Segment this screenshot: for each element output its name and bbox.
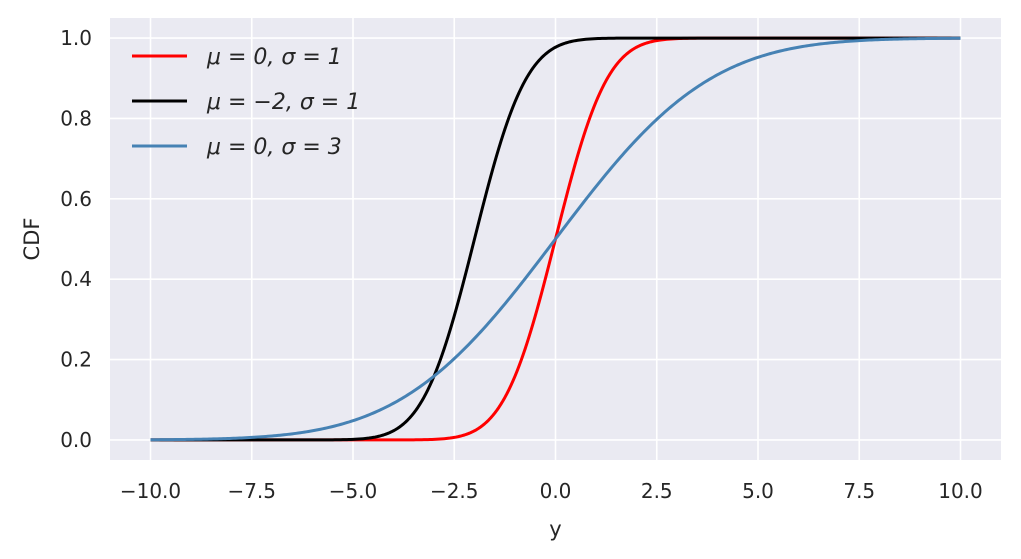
series	[150, 36, 961, 442]
grid	[110, 18, 1001, 460]
x-tick-label: 10.0	[938, 479, 983, 503]
y-tick-label: 0.2	[60, 348, 92, 372]
y-tick-label: 0.4	[60, 267, 92, 291]
y-tick-label: 0.0	[60, 428, 92, 452]
series-line	[150, 36, 961, 442]
x-axis-label: y	[549, 517, 561, 541]
x-tick-label: −7.5	[227, 479, 276, 503]
x-tick-label: −2.5	[430, 479, 479, 503]
legend-label: μ = −2, σ = 1	[206, 90, 360, 115]
tick-labels: −10.0 −7.5 −5.0 −2.5 0.0 2.5 5.0 7.5 10.0 0.0 0.2 0…	[60, 26, 983, 503]
x-tick-label: 0.0	[540, 479, 572, 503]
x-tick-label: −5.0	[329, 479, 378, 503]
y-axis-label: CDF	[20, 218, 44, 261]
x-tick-label: 2.5	[641, 479, 673, 503]
legend-label: μ = 0, σ = 1	[206, 45, 342, 70]
x-tick-label: 7.5	[843, 479, 875, 503]
y-tick-label: 0.8	[60, 106, 92, 130]
legend: μ = 0, σ = 1 μ = −2, σ = 1 μ = 0, σ = 3	[132, 45, 360, 160]
x-tick-label: −10.0	[120, 479, 181, 503]
y-tick-label: 0.6	[60, 187, 92, 211]
legend-label: μ = 0, σ = 3	[206, 135, 342, 160]
y-tick-label: 1.0	[60, 26, 92, 50]
x-tick-label: 5.0	[742, 479, 774, 503]
series-line	[150, 36, 961, 442]
